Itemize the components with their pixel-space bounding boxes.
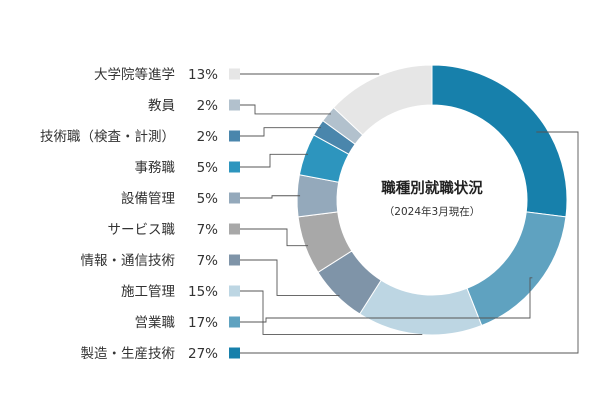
leader-lines [240,73,579,354]
legend-label: 技術職（検査・計測） [40,129,175,145]
leader-line [240,290,423,335]
legend-value: 13% [188,67,218,83]
legend-label: 製造・生産技術 [81,346,176,362]
legend-label: 大学院等進学 [94,66,175,83]
legend-swatch [229,347,240,359]
leader-line [240,131,579,354]
legend-swatch [229,161,240,173]
leader-line [240,153,308,168]
leader-line [240,104,331,115]
chart-title: 職種別就職状況 [381,179,483,197]
chart-subtitle: （2024年3月現在） [384,205,480,218]
legend-value: 5% [197,160,219,176]
legend-value: 7% [197,222,219,238]
legend-value: 27% [188,346,218,362]
legend-value: 17% [188,315,218,331]
legend: 製造・生産技術 27% 営業職 17% 施工管理 15% 情報・通信技術 7% サービス職 7% 設… [40,66,240,362]
legend-swatch [229,68,240,80]
legend-label: 設備管理 [121,191,175,207]
donut-slice-10 [332,64,433,136]
legend-swatch [229,130,240,142]
leader-line [240,195,301,199]
legend-label: 営業職 [135,315,176,331]
legend-label: 教員 [148,98,175,114]
legend-swatch [229,223,240,235]
legend-swatch [229,99,240,111]
legend-value: 2% [197,98,219,114]
leader-line [240,259,340,296]
leader-line [240,277,533,323]
donut-slice-3 [358,279,483,336]
slices-layer [296,64,568,336]
leader-line [240,127,322,137]
legend-label: 情報・通信技術 [81,253,176,269]
legend-swatch [229,285,240,297]
legend-value: 5% [197,191,219,207]
legend-label: 施工管理 [121,284,175,300]
legend-swatch [229,254,240,266]
leader-line [240,228,308,247]
legend-value: 2% [197,129,219,145]
legend-swatch [229,192,240,204]
legend-label: サービス職 [108,222,176,238]
legend-label: 事務職 [135,160,176,176]
legend-value: 7% [197,253,219,269]
donut-slice-2 [466,211,567,327]
legend-swatch [229,316,240,328]
legend-value: 15% [188,284,218,300]
